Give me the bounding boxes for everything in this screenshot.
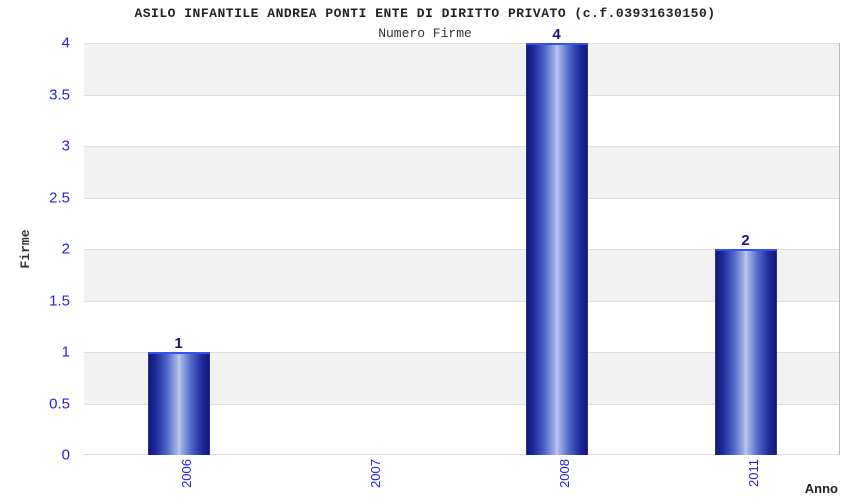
x-axis-labels: 2006 2007 2008 2011 Anno <box>84 455 840 495</box>
bar-value-label-2011: 2 <box>741 232 749 249</box>
category-slot-2008: 4 <box>462 43 651 455</box>
x-tick-2008: 2008 <box>557 459 572 488</box>
bar-value-label-2006: 1 <box>174 335 182 352</box>
y-tick-0.5: 0.5 <box>49 395 70 412</box>
x-tick-2011: 2011 <box>746 459 761 487</box>
category-slot-2007 <box>273 43 462 455</box>
y-tick-3.5: 3.5 <box>49 86 70 103</box>
plot-area: 1 4 2 <box>84 43 840 455</box>
category-slot-2006: 1 <box>84 43 273 455</box>
y-tick-2.0: 2 <box>62 241 70 258</box>
y-tick-1.0: 1 <box>62 344 70 361</box>
x-tick-2006: 2006 <box>179 459 194 488</box>
x-tick-2007: 2007 <box>368 459 383 488</box>
y-tick-0.0: 0 <box>62 447 70 464</box>
chart-title: ASILO INFANTILE ANDREA PONTI ENTE DI DIR… <box>0 6 850 21</box>
y-axis-labels: 4 3.5 3 2.5 2 1.5 1 0.5 0 Firme <box>0 43 84 455</box>
bar-value-label-2008: 4 <box>552 26 560 43</box>
y-tick-2.5: 2.5 <box>49 189 70 206</box>
bar-2006[interactable]: 1 <box>148 352 210 455</box>
y-tick-4.0: 4 <box>62 35 70 52</box>
y-tick-1.5: 1.5 <box>49 292 70 309</box>
bar-2008[interactable]: 4 <box>526 43 588 455</box>
x-axis-title: Anno <box>805 481 838 496</box>
chart-subtitle: Numero Firme <box>0 26 850 41</box>
category-slot-2011: 2 <box>651 43 840 455</box>
bar-2011[interactable]: 2 <box>715 249 777 455</box>
y-axis-title: Firme <box>18 229 33 268</box>
bar-chart-container: ASILO INFANTILE ANDREA PONTI ENTE DI DIR… <box>0 0 850 500</box>
y-tick-3.0: 3 <box>62 138 70 155</box>
